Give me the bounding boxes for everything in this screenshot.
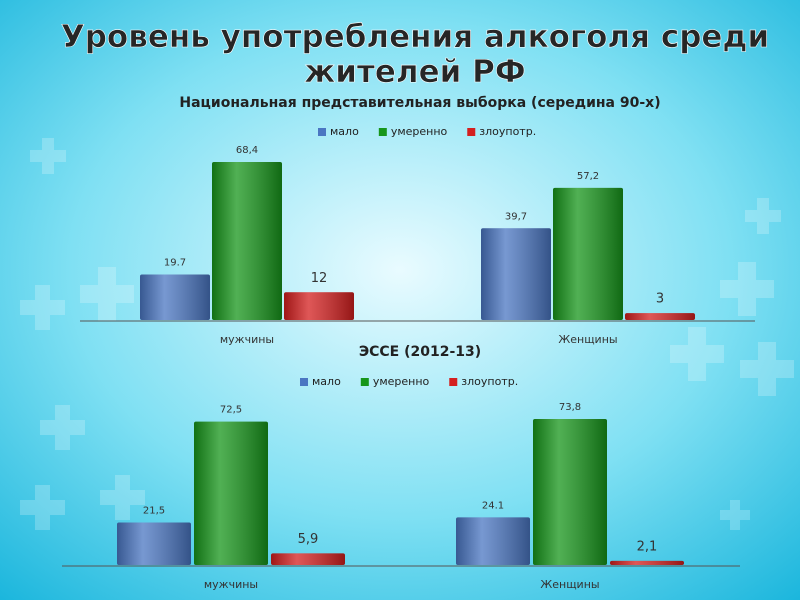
x-tick-label: Женщины — [558, 333, 617, 346]
legend-swatch — [467, 128, 476, 136]
bar-shade — [625, 313, 695, 320]
legend-swatch — [378, 128, 387, 136]
bar-shade — [212, 162, 282, 320]
chart-title: ЭССЕ (2012-13) — [359, 344, 481, 360]
bar-shade — [456, 517, 530, 565]
legend-label: умеренно — [373, 375, 430, 388]
legend-swatch — [300, 378, 308, 386]
bar-shade — [284, 292, 354, 320]
bar-shade — [194, 421, 268, 565]
legend-swatch — [318, 128, 326, 136]
x-tick-label: мужчины — [204, 578, 258, 591]
x-tick-label: Женщины — [540, 578, 599, 591]
x-tick-label: мужчины — [220, 333, 274, 346]
bar-shade — [481, 228, 551, 320]
decoration — [20, 138, 794, 530]
bar-shade — [610, 560, 684, 565]
bar-shade — [271, 553, 345, 565]
value-label: 57,2 — [577, 171, 599, 182]
value-label: 72,5 — [220, 405, 242, 416]
bar-shade — [140, 274, 210, 320]
legend-label: умеренно — [391, 125, 448, 138]
value-label: 68,4 — [236, 145, 258, 156]
legend-label: злоупотр. — [479, 125, 536, 138]
legend-label: мало — [312, 375, 341, 388]
value-label: 3 — [656, 292, 664, 307]
chart-title: Национальная представительная выборка (с… — [179, 95, 660, 111]
value-label: 2,1 — [637, 539, 658, 554]
value-label: 12 — [311, 271, 328, 286]
value-label: 73,8 — [559, 402, 581, 413]
bar-shade — [553, 187, 623, 320]
bar-shade — [117, 522, 191, 565]
value-label: 5,9 — [298, 532, 319, 547]
legend-label: мало — [330, 125, 359, 138]
bar-shade — [533, 419, 607, 565]
legend-label: злоупотр. — [461, 375, 518, 388]
legend-swatch — [449, 378, 458, 386]
value-label: 24.1 — [482, 500, 504, 511]
value-label: 39,7 — [505, 211, 527, 222]
value-label: 19.7 — [164, 257, 186, 268]
slide-title: Уровень употребления алкоголя среди жител… — [61, 19, 769, 90]
value-label: 21,5 — [143, 505, 165, 516]
legend-swatch — [360, 378, 369, 386]
